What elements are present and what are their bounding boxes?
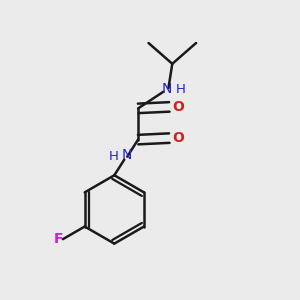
Text: N: N xyxy=(122,148,132,162)
Text: H: H xyxy=(109,150,119,163)
Text: F: F xyxy=(54,232,63,246)
Text: N: N xyxy=(161,82,172,96)
Text: O: O xyxy=(172,131,184,145)
Text: H: H xyxy=(176,83,185,96)
Text: O: O xyxy=(172,100,184,114)
